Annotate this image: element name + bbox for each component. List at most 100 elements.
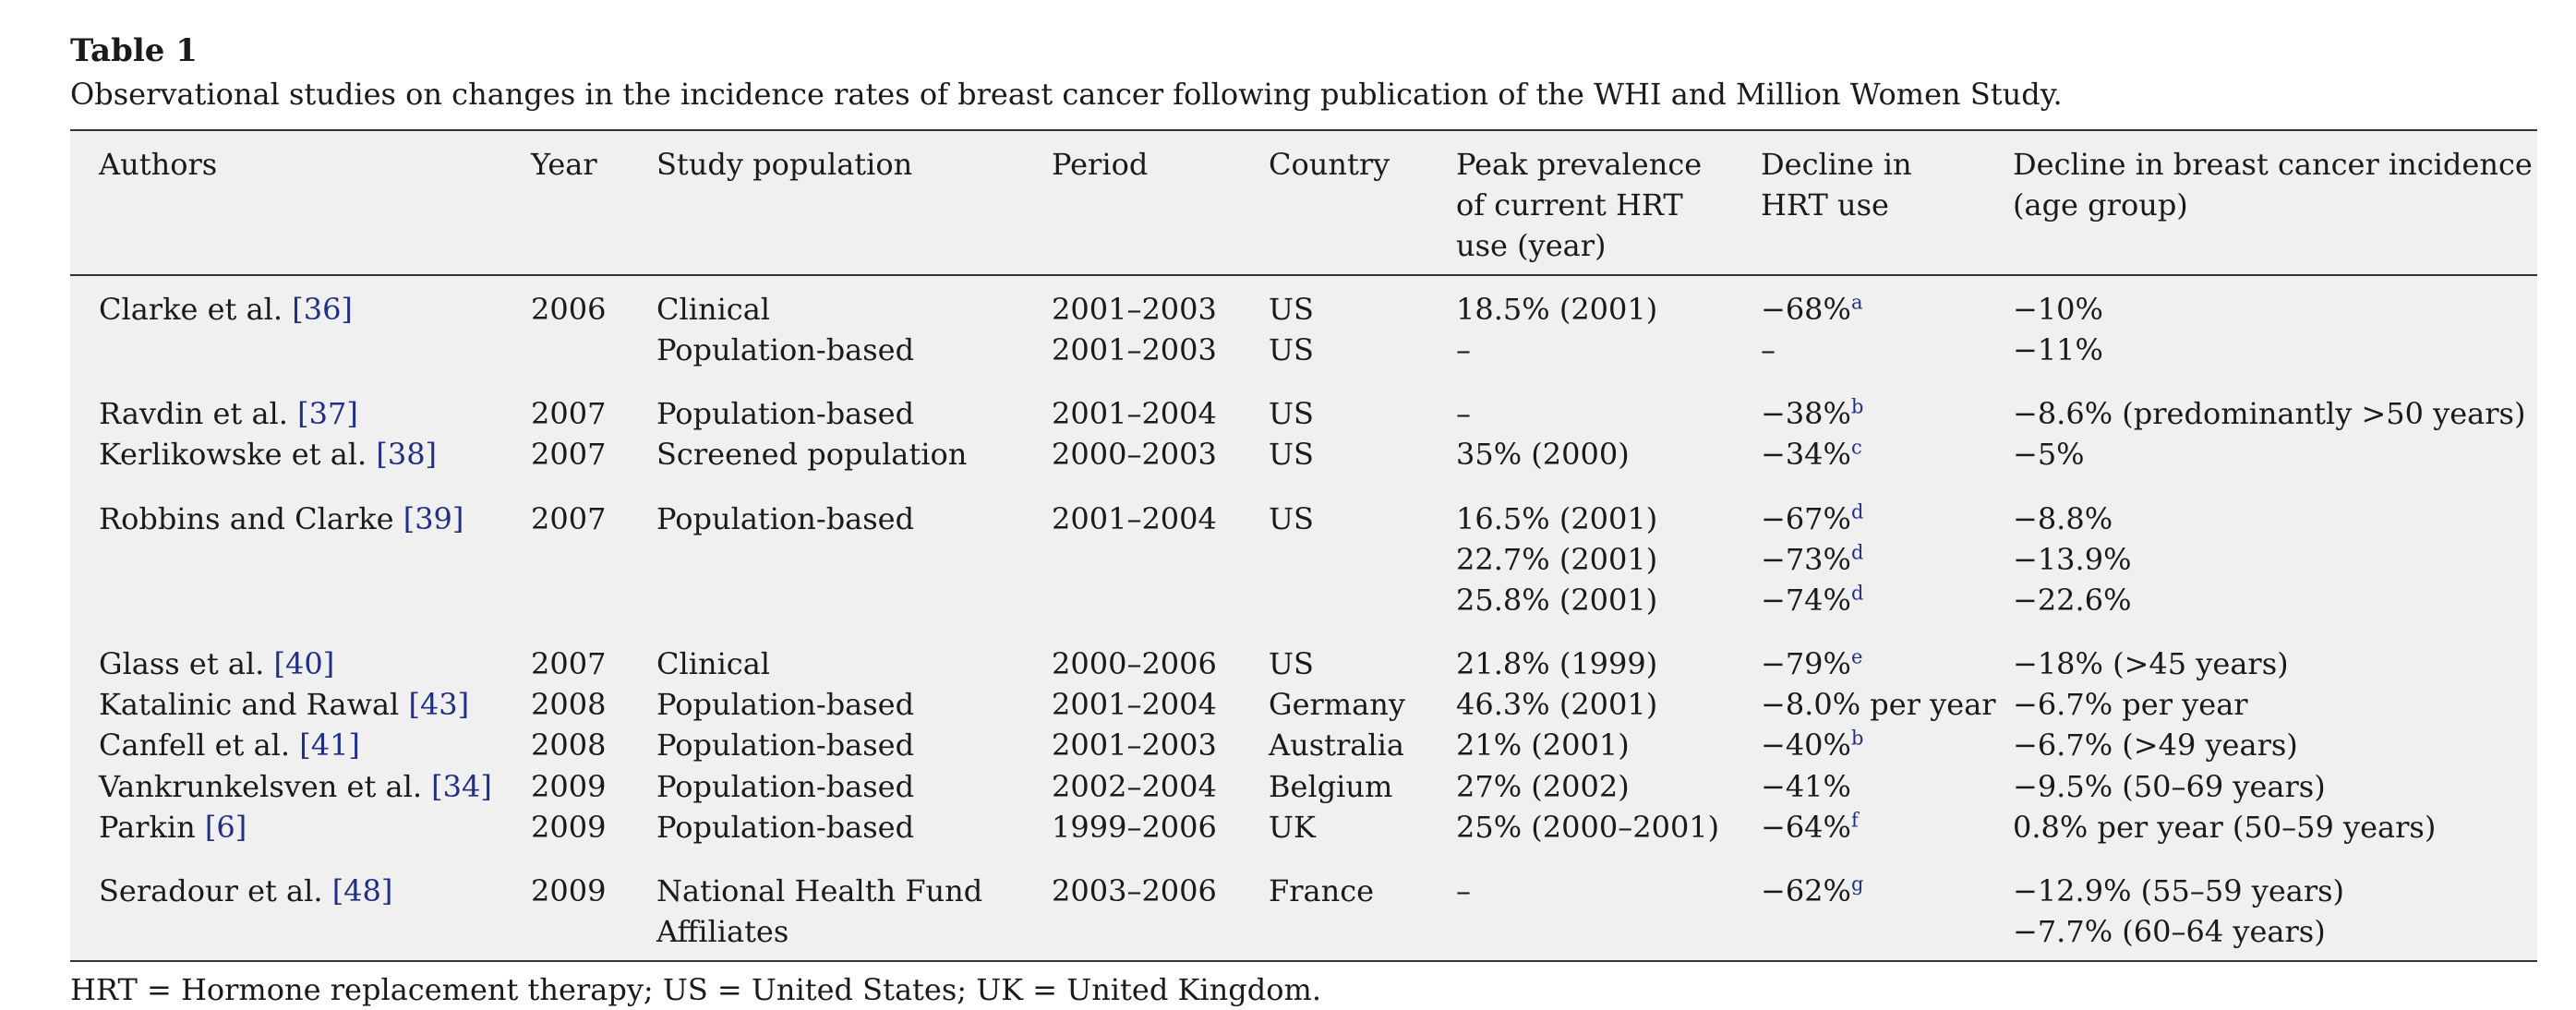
author-name: Clarke et al.: [99, 292, 293, 327]
cell-decline-incidence: −6.7% per year: [2013, 687, 2248, 722]
reference-link[interactable]: [40]: [273, 646, 335, 681]
cell-decline-hrt: −41%: [1761, 766, 1851, 807]
cell-period: 2001–2003: [1052, 727, 1217, 763]
header-period: Period: [1052, 147, 1149, 182]
reference-link[interactable]: [41]: [299, 727, 360, 763]
cell-decline-hrt: −62%g: [1761, 871, 1863, 911]
cell-peak-prevalence: 16.5% (2001): [1456, 501, 1658, 536]
cell-study-population: Population-based: [656, 810, 915, 845]
hrt-decline-value: −79%: [1761, 646, 1851, 681]
cell-author: Vankrunkelsven et al. [34]: [99, 766, 492, 807]
cell-decline-incidence: −6.7% (>49 years): [2013, 727, 2298, 763]
reference-link[interactable]: [36]: [292, 292, 353, 327]
cell-country: Germany: [1269, 687, 1405, 722]
footnote-marker[interactable]: b: [1850, 727, 1864, 750]
hrt-decline-value: −38%: [1761, 396, 1851, 431]
cell-country: Belgium: [1269, 769, 1393, 804]
cell-decline-incidence: −13.9%: [2013, 542, 2132, 577]
hrt-decline-value: −34%: [1761, 437, 1851, 472]
header-country: Country: [1269, 147, 1390, 182]
footnote-marker[interactable]: d: [1850, 541, 1864, 564]
cell-country: US: [1269, 396, 1314, 431]
cell-peak-prevalence: 46.3% (2001): [1456, 687, 1658, 722]
reference-link[interactable]: [43]: [408, 687, 470, 722]
cell-period: 2002–2004: [1052, 769, 1217, 804]
cell-peak-prevalence: 27% (2002): [1456, 769, 1630, 804]
cell-period: 2000–2003: [1052, 437, 1217, 472]
cell-author: Ravdin et al. [37]: [99, 393, 358, 434]
cell-decline-incidence: −7.7% (60–64 years): [2013, 914, 2326, 949]
data-table: Authors Year Study population Period Cou…: [70, 129, 2537, 962]
cell-year: 2009: [531, 810, 607, 845]
cell-decline-hrt: −79%e: [1761, 643, 1862, 684]
footnote-marker[interactable]: g: [1850, 872, 1864, 896]
cell-study-population: Clinical: [656, 292, 771, 327]
cell-study-population: Population-based: [656, 501, 915, 536]
cell-country: Australia: [1269, 727, 1404, 763]
header-incidence-line: (age group): [2013, 187, 2188, 222]
cell-period: 2001–2004: [1052, 396, 1217, 431]
cell-decline-incidence: −12.9% (55–59 years): [2013, 873, 2345, 908]
cell-period: 2003–2006: [1052, 873, 1217, 908]
reference-link[interactable]: [38]: [376, 437, 438, 472]
footnote-marker[interactable]: b: [1850, 395, 1864, 418]
cell-year: 2007: [531, 501, 607, 536]
cell-decline-hrt: −68%a: [1761, 289, 1862, 330]
cell-country: US: [1269, 292, 1314, 327]
header-authors: Authors: [99, 147, 218, 182]
cell-decline-incidence: −10%: [2013, 292, 2103, 327]
cell-study-population: National Health Fund: [656, 873, 983, 908]
reference-link[interactable]: [48]: [331, 873, 393, 908]
cell-year: 2009: [531, 873, 607, 908]
cell-author: Parkin [6]: [99, 807, 247, 848]
cell-decline-incidence: 0.8% per year (50–59 years): [2013, 810, 2437, 845]
reference-link[interactable]: [39]: [403, 501, 464, 536]
hrt-decline-value: −73%: [1761, 542, 1851, 577]
table-footnote: HRT = Hormone replacement therapy; US = …: [70, 972, 1321, 1007]
author-name: Kerlikowske et al.: [99, 437, 377, 472]
footnote-marker[interactable]: d: [1850, 500, 1864, 523]
cell-decline-incidence: −5%: [2013, 437, 2085, 472]
cell-author: Seradour et al. [48]: [99, 871, 392, 911]
cell-decline-incidence: −8.8%: [2013, 501, 2113, 536]
header-incidence-line: Decline in breast cancer incidence: [2013, 147, 2533, 182]
cell-peak-prevalence: 25% (2000–2001): [1456, 810, 1720, 845]
cell-decline-hrt: −74%d: [1761, 580, 1863, 620]
header-peak-line: Peak prevalence: [1456, 147, 1703, 182]
cell-country: US: [1269, 332, 1314, 367]
footnote-marker[interactable]: f: [1850, 809, 1859, 832]
cell-peak-prevalence: 35% (2000): [1456, 437, 1630, 472]
header-hrt-line: Decline in: [1761, 147, 1912, 182]
cell-study-population: Population-based: [656, 769, 915, 804]
reference-link[interactable]: [34]: [431, 769, 492, 804]
cell-peak-prevalence: 21.8% (1999): [1456, 646, 1658, 681]
hrt-decline-value: −68%: [1761, 292, 1851, 327]
cell-study-population: Population-based: [656, 332, 915, 367]
cell-period: 2001–2003: [1052, 332, 1217, 367]
cell-period: 2000–2006: [1052, 646, 1217, 681]
cell-decline-hrt: −73%d: [1761, 539, 1863, 580]
cell-author: Clarke et al. [36]: [99, 289, 353, 330]
footnote-marker[interactable]: d: [1850, 582, 1864, 605]
header-study-population: Study population: [656, 147, 913, 182]
cell-year: 2007: [531, 646, 607, 681]
cell-year: 2007: [531, 437, 607, 472]
reference-link[interactable]: [37]: [297, 396, 358, 431]
hrt-decline-value: −41%: [1761, 769, 1851, 804]
reference-link[interactable]: [6]: [204, 810, 247, 845]
author-name: Katalinic and Rawal: [99, 687, 409, 722]
cell-decline-hrt: –: [1761, 330, 1776, 370]
cell-author: Katalinic and Rawal [43]: [99, 684, 469, 725]
cell-period: 1999–2006: [1052, 810, 1217, 845]
cell-decline-hrt: −40%b: [1761, 725, 1863, 765]
footnote-marker[interactable]: e: [1850, 645, 1863, 668]
cell-country: US: [1269, 646, 1314, 681]
cell-year: 2006: [531, 292, 607, 327]
footnote-marker[interactable]: a: [1850, 291, 1863, 314]
cell-year: 2008: [531, 727, 607, 763]
cell-period: 2001–2003: [1052, 292, 1217, 327]
footnote-marker[interactable]: c: [1850, 436, 1862, 459]
cell-country: US: [1269, 437, 1314, 472]
author-name: Seradour et al.: [99, 873, 332, 908]
cell-study-population: Population-based: [656, 727, 915, 763]
